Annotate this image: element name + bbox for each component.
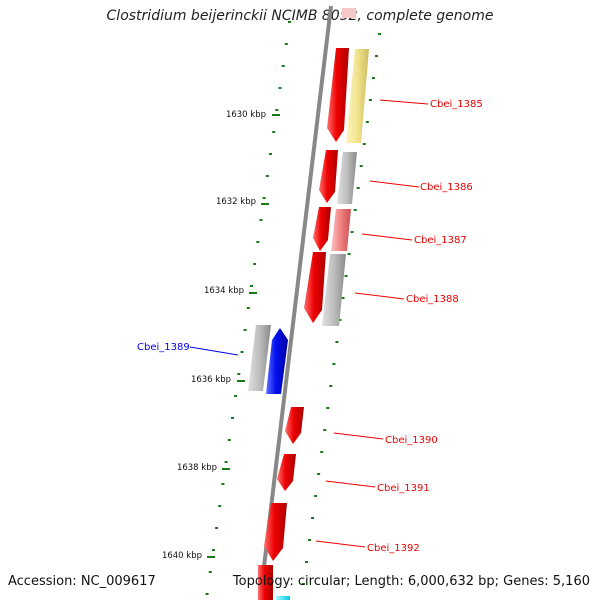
gene-arrow-cbei-1389[interactable] xyxy=(266,328,288,394)
gene-arrow-cbei-1392[interactable] xyxy=(264,503,287,561)
gene-label-cbei-1385[interactable]: Cbei_1385 xyxy=(430,99,483,110)
leader-line xyxy=(379,99,429,105)
gene-arrow-cbei-1387[interactable] xyxy=(313,207,331,251)
accession-label: Accession: NC_009617 xyxy=(8,574,156,589)
topology-label: Topology: circular; Length: 6,000,632 bp… xyxy=(232,574,590,589)
gene-label-cbei-1386[interactable]: Cbei_1386 xyxy=(420,182,473,193)
gene-arrow-cbei-1386[interactable] xyxy=(319,150,338,203)
feature-cyan-bottom xyxy=(276,596,290,600)
leader-line xyxy=(369,180,420,188)
leader-line xyxy=(325,480,376,488)
leader-line xyxy=(315,540,366,548)
feature-track xyxy=(248,49,369,600)
map-title: Clostridium beijerinckii NCIMB 8052, com… xyxy=(106,8,494,24)
ruler-label-1634: 1634 kbp xyxy=(204,286,244,296)
feature-gray-cbei-1389[interactable] xyxy=(248,325,271,391)
gene-arrow-partial-bottom[interactable] xyxy=(258,565,273,600)
gene-arrow-cbei-1390[interactable] xyxy=(285,407,304,444)
inner-tick-track xyxy=(205,21,291,595)
gene-arrow-cbei-1388[interactable] xyxy=(304,252,326,323)
gene-arrow-cbei-1391[interactable] xyxy=(277,454,296,491)
ruler-label-1630: 1630 kbp xyxy=(226,110,266,120)
ruler-label-1640: 1640 kbp xyxy=(162,551,202,561)
gene-label-cbei-1392[interactable]: Cbei_1392 xyxy=(367,543,420,554)
leader-line xyxy=(189,346,239,356)
gene-labels: Cbei_1385 Cbei_1386 Cbei_1387 Cbei_1388 … xyxy=(137,99,483,554)
genome-backbone xyxy=(258,5,333,600)
gene-label-cbei-1391[interactable]: Cbei_1391 xyxy=(377,483,430,494)
feature-yellow-cbei-1385[interactable] xyxy=(346,49,369,143)
gene-label-cbei-1388[interactable]: Cbei_1388 xyxy=(406,294,459,305)
leader-line xyxy=(361,233,413,241)
feature-gray-cbei-1386[interactable] xyxy=(337,152,357,204)
outer-tick-track xyxy=(301,33,381,585)
feature-pink-cbei-1387[interactable] xyxy=(331,209,351,251)
feature-faint-top xyxy=(342,8,356,18)
position-ruler: 1630 kbp 1632 kbp 1634 kbp 1636 kbp 1638… xyxy=(162,110,280,561)
gene-label-cbei-1390[interactable]: Cbei_1390 xyxy=(385,435,438,446)
leader-line xyxy=(333,432,384,440)
forward-strand-genes xyxy=(258,48,349,600)
ruler-label-1638: 1638 kbp xyxy=(177,463,217,473)
ruler-label-1632: 1632 kbp xyxy=(216,197,256,207)
ruler-label-1636: 1636 kbp xyxy=(191,375,231,385)
feature-gray-cbei-1388[interactable] xyxy=(322,254,346,326)
gene-label-cbei-1387[interactable]: Cbei_1387 xyxy=(414,235,467,246)
gene-arrow-cbei-1385[interactable] xyxy=(327,48,349,142)
gene-label-cbei-1389[interactable]: Cbei_1389 xyxy=(137,342,190,353)
leader-line xyxy=(354,292,405,300)
